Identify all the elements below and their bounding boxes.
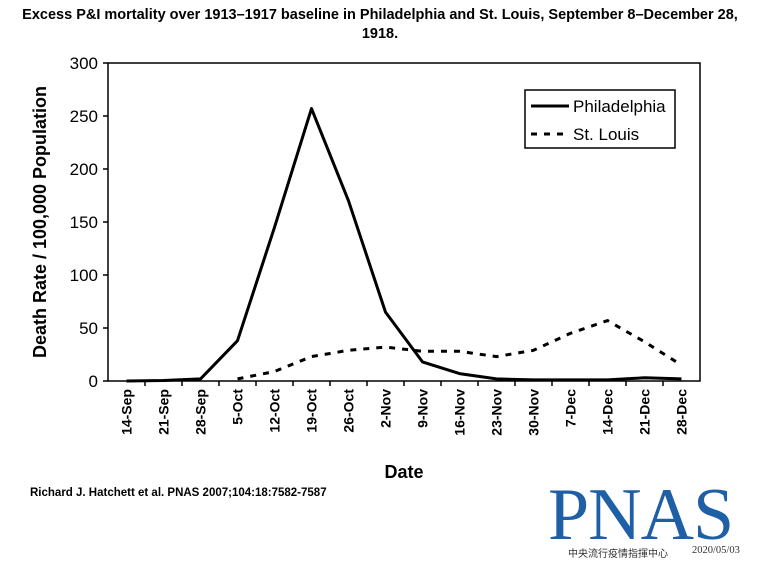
x-axis-label: Date [384,462,423,482]
x-tick-label: 5-Oct [230,389,246,425]
series-line-st-louis [237,319,683,381]
y-tick-label: 250 [70,107,98,126]
x-tick-label: 30-Nov [526,389,542,436]
series-layer [126,107,683,383]
x-tick-label: 2-Nov [378,389,394,428]
ticks: 0 50 100 150 200 250 300 14-Sep 21-Sep 28-Sep 5-Oc… [70,54,690,436]
x-tick-label: 28-Sep [193,389,209,435]
y-tick-label: 150 [70,213,98,232]
x-tick-label: 21-Dec [637,389,653,435]
line-chart: 0 50 100 150 200 250 300 14-Sep 21-Sep 28-Sep 5-Oc… [30,54,701,482]
x-tick-label: 14-Sep [119,389,135,435]
x-tick-label: 26-Oct [341,389,357,433]
y-axis-label: Death Rate / 100,000 Population [30,86,50,358]
x-tick-label: 21-Sep [156,389,172,435]
x-tick-label: 14-Dec [600,389,616,435]
citation: Richard J. Hatchett et al. PNAS 2007;104… [30,487,327,499]
legend-entry: Philadelphia [573,97,666,116]
series-line-philadelphia [126,107,682,383]
y-tick-label: 0 [89,372,98,391]
y-tick-label: 300 [70,54,98,73]
pnas-logo: PNAS [548,474,734,556]
x-tick-label: 9-Nov [415,389,431,428]
y-tick-label: 50 [79,319,98,338]
x-tick-label: 16-Nov [452,389,468,436]
legend-box [524,89,676,149]
footer-note: 中央流行疫情指揮中心 [568,549,668,560]
chart-title: Excess P&I mortality over 1913–1917 base… [22,7,738,42]
legend-entry: St. Louis [573,125,639,144]
y-tick-label: 200 [70,160,98,179]
x-tick-label: 12-Oct [267,389,283,433]
x-tick-label: 7-Dec [563,389,579,427]
y-tick-label: 100 [70,266,98,285]
x-tick-label: 28-Dec [674,389,690,435]
legend: Philadelphia St. Louis [524,89,676,149]
footer-date: 2020/05/03 [692,545,740,556]
x-tick-label: 23-Nov [489,389,505,436]
x-tick-label: 19-Oct [304,389,320,433]
